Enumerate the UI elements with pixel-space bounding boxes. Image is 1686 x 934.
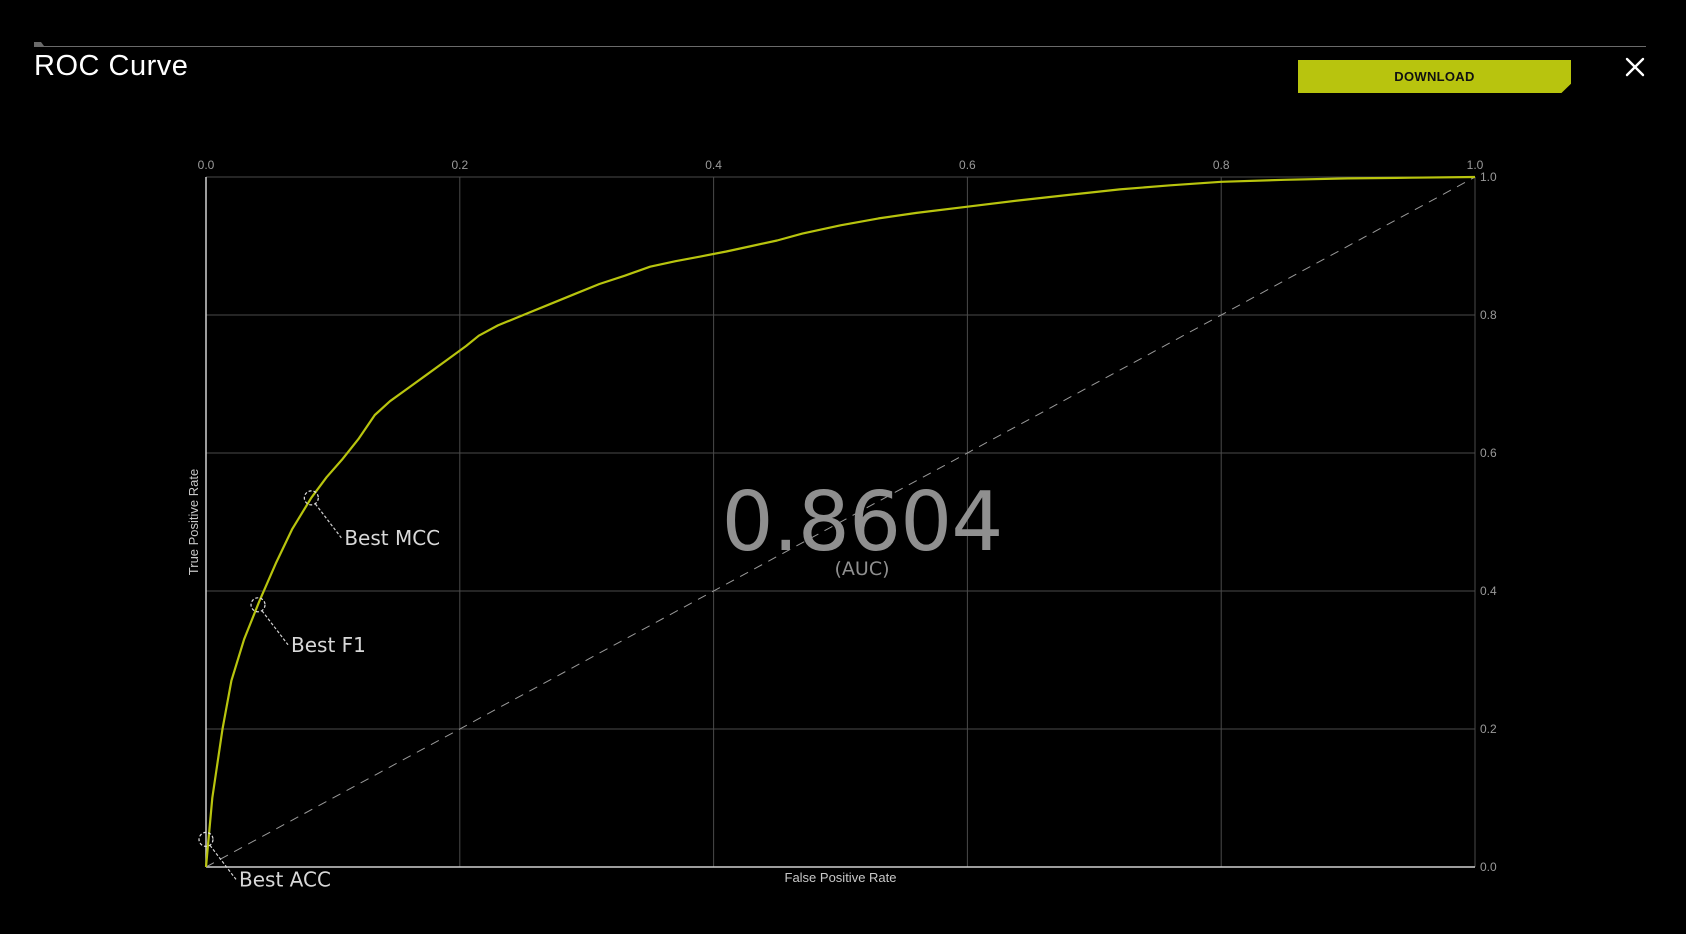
best-f1-label: Best F1	[291, 633, 366, 657]
y-axis-label: True Positive Rate	[186, 469, 201, 575]
best-mcc-marker	[303, 490, 319, 506]
x-tick-label-4: 0.8	[1213, 158, 1230, 172]
best-point-markers: Best ACC Best F1 Best MCC	[198, 490, 440, 891]
auc-value: 0.8604	[722, 475, 1003, 570]
x-tick-label-5: 1.0	[1467, 158, 1484, 172]
x-tick-label-3: 0.6	[959, 158, 976, 172]
roc-curve-line	[204, 175, 1476, 868]
x-axis-label: False Positive Rate	[785, 870, 897, 885]
header-tab-marker	[34, 42, 44, 46]
y-tick-label-0: 0.0	[1480, 860, 1497, 874]
y-tick-label-1: 0.2	[1480, 722, 1497, 736]
close-icon[interactable]	[1622, 54, 1648, 80]
x-tick-label-2: 0.4	[705, 158, 722, 172]
download-button[interactable]: DOWNLOAD	[1298, 60, 1571, 93]
y-tick-label-2: 0.4	[1480, 584, 1497, 598]
header-divider	[34, 46, 1646, 47]
best-acc-leader-line	[209, 845, 237, 880]
best-mcc-leader-line	[314, 503, 342, 539]
best-acc-label: Best ACC	[239, 867, 331, 891]
page-title: ROC Curve	[34, 50, 189, 82]
y-tick-label-5: 1.0	[1480, 170, 1497, 184]
best-acc-marker	[198, 831, 214, 848]
random-baseline-line	[205, 176, 1476, 868]
x-tick-label-0: 0.0	[198, 158, 215, 172]
x-tick-labels: 0.0 0.2 0.4 0.6 0.8 1.0	[198, 158, 1484, 172]
x-tick-label-1: 0.2	[451, 158, 468, 172]
best-mcc-label: Best MCC	[344, 526, 440, 550]
y-tick-labels: 0.0 0.2 0.4 0.6 0.8 1.0	[1480, 170, 1497, 874]
best-f1-marker	[250, 597, 266, 613]
best-f1-leader-line	[261, 610, 289, 646]
chart-axes	[205, 177, 1475, 868]
auc-label: (AUC)	[835, 558, 890, 580]
y-tick-label-3: 0.6	[1480, 446, 1497, 460]
y-tick-label-4: 0.8	[1480, 308, 1497, 322]
